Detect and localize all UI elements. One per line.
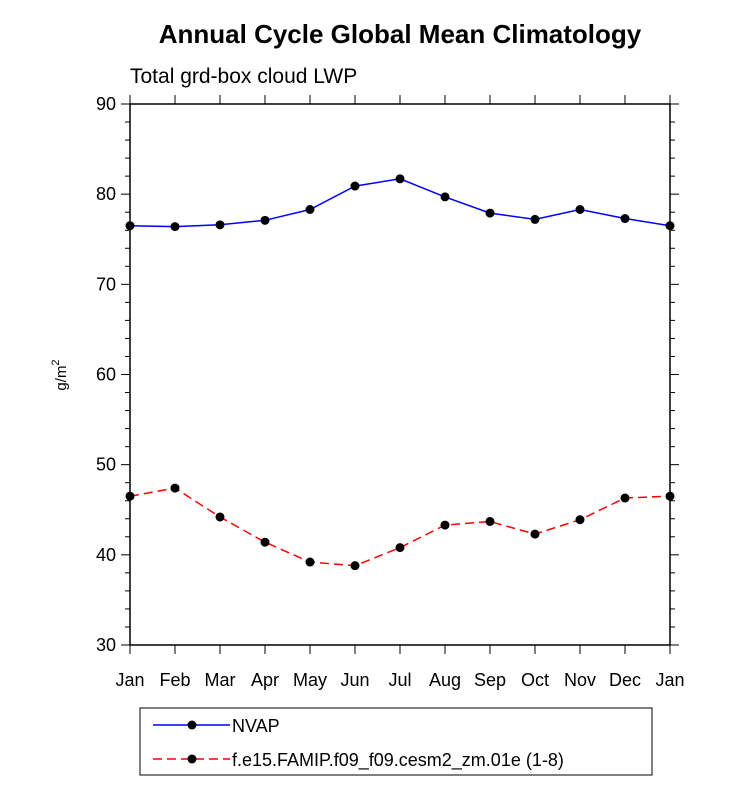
axes: 30 40 50 60 70 80 90 Jan Feb Mar Apr May Jun Jul Aug Se… [96,94,685,690]
series-1-point [575,204,585,214]
x-tick-label: Mar [205,670,236,690]
series-1-point [530,214,540,224]
series-1-point [350,181,360,191]
series-1-point [125,221,135,231]
series-line-1 [129,178,671,228]
series-2-point [170,483,180,493]
legend: NVAP f.e15.FAMIP.f09_f09.cesm2_zm.01e (1-… [139,707,653,776]
x-tick-label: Jun [340,670,369,690]
y-tick-label: 60 [96,365,116,385]
series-2-point [530,529,540,539]
series-2-point [620,493,630,503]
legend-marker-1 [187,720,197,730]
x-tick-label: May [293,670,327,690]
x-tick-label: Jul [388,670,411,690]
y-tick-label: 70 [96,274,116,294]
series-1-point [665,221,675,231]
series-2-point [350,561,360,571]
legend-label-1: NVAP [232,716,280,736]
series-1-point [305,204,315,214]
x-tick-label: Aug [429,670,461,690]
x-tick-label: Feb [159,670,190,690]
y-tick-label: 50 [96,455,116,475]
series-line-2 [129,487,671,567]
legend-marker-2 [187,754,197,764]
series-2-point [665,491,675,501]
chart-title: Annual Cycle Global Mean Climatology [159,19,642,49]
series-2-point [440,520,450,530]
legend-label-2: f.e15.FAMIP.f09_f09.cesm2_zm.01e (1-8) [232,750,564,771]
series-2-point [485,516,495,526]
x-tick-label: Jan [655,670,684,690]
series-1-point [260,215,270,225]
plot-frame [129,103,671,646]
x-tick-label: Jan [115,670,144,690]
x-tick-label: Oct [521,670,549,690]
series-1-point [440,192,450,202]
y-tick-label: 30 [96,635,116,655]
y-axis-label: g/m2 [50,359,70,390]
chart-subtitle: Total grd-box cloud LWP [130,65,357,88]
series-1-point [215,220,225,230]
series-2-point [125,491,135,501]
x-tick-label: Nov [564,670,596,690]
series-layer [125,174,675,571]
y-tick-label: 90 [96,94,116,114]
series-2-point [260,537,270,547]
y-tick-label: 80 [96,184,116,204]
series-2-point [215,512,225,522]
series-1-point [170,222,180,232]
series-1-point [485,208,495,218]
series-1-point [395,174,405,184]
x-tick-label: Apr [251,670,279,690]
series-2-point [575,515,585,525]
y-tick-label: 40 [96,545,116,565]
x-tick-label: Sep [474,670,506,690]
series-2-point [305,557,315,567]
legend-box [139,707,653,776]
series-1-point [620,214,630,224]
series-2-point [395,543,405,553]
x-tick-label: Dec [609,670,641,690]
